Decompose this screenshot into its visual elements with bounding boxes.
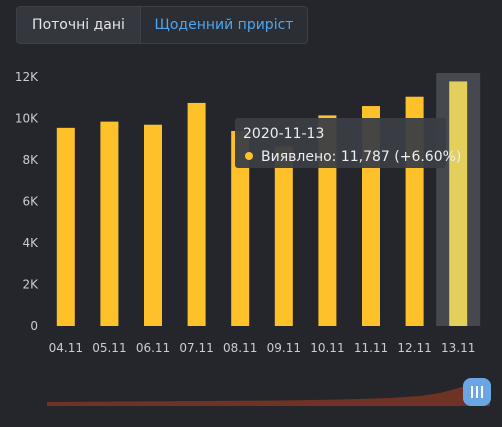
- y-tick-label: 4K: [22, 236, 39, 250]
- tooltip-background: [235, 118, 446, 168]
- x-tick-label: 12.11: [397, 341, 431, 355]
- chart-tooltip: 2020-11-13 Виявлено: 11,787 (+6.60%): [235, 118, 461, 168]
- x-tick-label: 08.11: [223, 341, 257, 355]
- view-tabs: Поточні дані Щоденний приріст: [16, 6, 308, 44]
- x-tick-label: 09.11: [267, 341, 301, 355]
- tab-daily-growth[interactable]: Щоденний приріст: [141, 7, 307, 43]
- tab-current-data[interactable]: Поточні дані: [17, 7, 141, 43]
- x-tick-label: 13.11: [441, 341, 475, 355]
- bar[interactable]: [449, 81, 468, 327]
- x-tick-label: 10.11: [310, 341, 344, 355]
- y-tick-label: 2K: [22, 278, 39, 292]
- y-tick-label: 8K: [22, 153, 39, 167]
- bar[interactable]: [274, 146, 293, 326]
- bar[interactable]: [187, 102, 206, 326]
- x-tick-label: 06.11: [136, 341, 170, 355]
- x-tick-label: 07.11: [179, 341, 213, 355]
- y-tick-label: 6K: [22, 195, 39, 209]
- dot-icon: [245, 152, 253, 160]
- tooltip-date: 2020-11-13: [243, 126, 324, 142]
- scrollbar-handle[interactable]: [463, 378, 491, 406]
- y-tick-label: 0: [30, 319, 38, 333]
- y-tick-label: 10K: [15, 112, 39, 126]
- x-tick-label: 05.11: [92, 341, 126, 355]
- x-tick-label: 11.11: [354, 341, 388, 355]
- scrollbar-preview-area: [47, 384, 490, 406]
- x-tick-label: 04.11: [49, 341, 83, 355]
- bar[interactable]: [100, 121, 119, 326]
- tooltip-value: Виявлено: 11,787 (+6.60%): [261, 149, 461, 165]
- y-tick-label: 12K: [15, 70, 39, 84]
- bar[interactable]: [231, 130, 250, 326]
- bar[interactable]: [318, 115, 337, 326]
- bar[interactable]: [144, 124, 162, 326]
- chart-scrollbar[interactable]: [47, 378, 491, 406]
- bar[interactable]: [56, 127, 75, 327]
